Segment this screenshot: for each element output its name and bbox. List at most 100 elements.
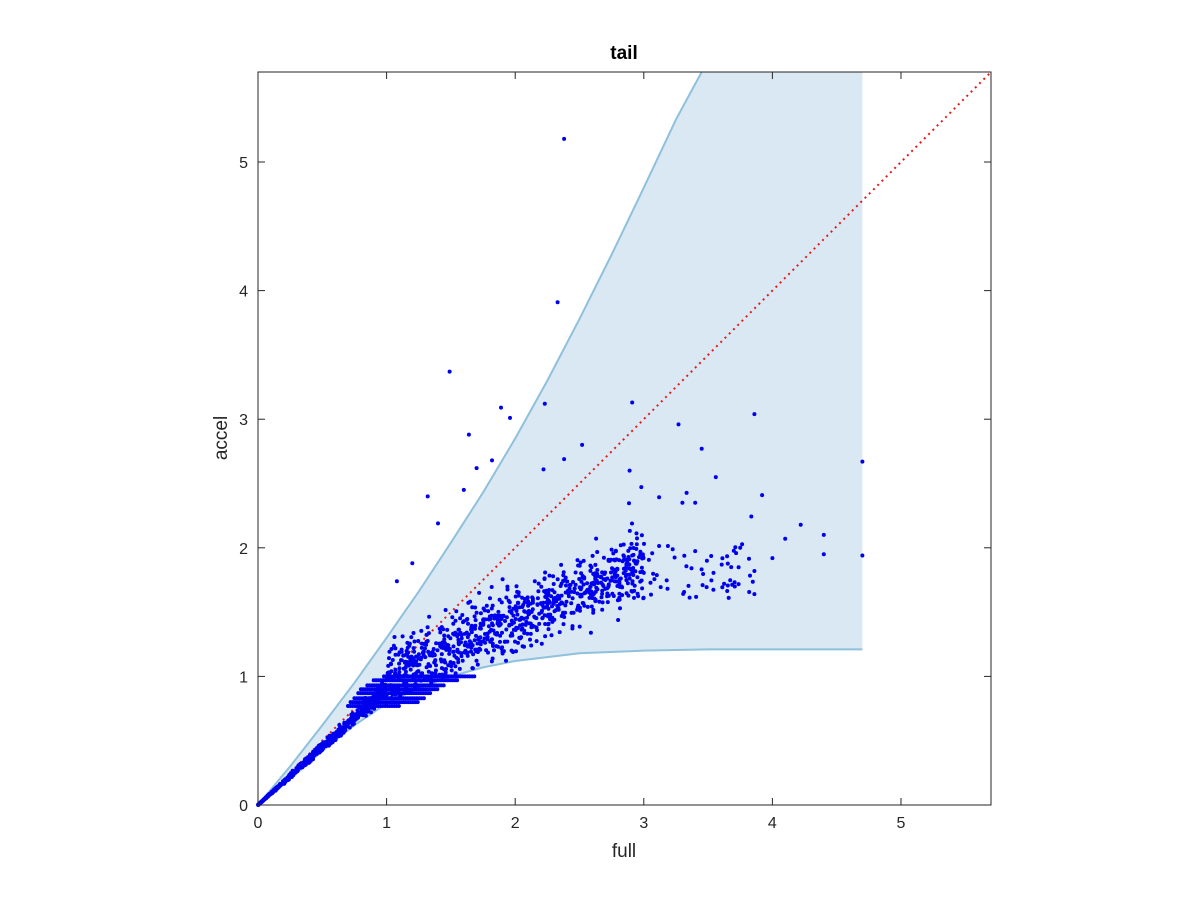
scatter-point (613, 558, 617, 563)
scatter-point (439, 625, 444, 630)
scatter-point (470, 666, 475, 671)
scatter-point (595, 568, 600, 572)
y-axis: 0 1 2 3 4 5 (239, 155, 991, 815)
scatter-point (269, 790, 274, 795)
scatter-point (503, 619, 507, 623)
scatter-point (485, 635, 490, 640)
scatter-point (747, 590, 752, 594)
scatter-point (445, 627, 450, 632)
scatter-point (339, 727, 344, 732)
scatter-point (590, 553, 595, 558)
scatter-point (621, 571, 626, 576)
scatter-point (588, 568, 593, 573)
scatter-point (525, 600, 530, 605)
scatter-point (504, 595, 509, 600)
scatter-point (573, 582, 578, 587)
scatter-point (632, 583, 637, 588)
scatter-point (577, 577, 582, 581)
scatter-point (577, 624, 582, 629)
scatter-point (549, 633, 554, 638)
scatter-point (405, 645, 410, 650)
scatter-point (455, 649, 460, 654)
scatter-point (725, 561, 730, 566)
scatter-point (599, 574, 604, 579)
scatter-point (593, 589, 598, 594)
scatter-point (327, 742, 332, 747)
scatter-point (403, 659, 408, 664)
scatter-point (629, 541, 634, 546)
scatter-point (576, 563, 581, 568)
scatter-point (701, 572, 706, 576)
scatter-point (288, 771, 293, 776)
scatter-point (752, 569, 757, 573)
scatter-point (424, 632, 429, 637)
scatter-point (576, 603, 581, 608)
scatter-point (411, 657, 416, 662)
scatter-point (493, 631, 498, 636)
scatter-point (514, 584, 519, 589)
scatter-point (393, 667, 398, 672)
scatter-point (648, 580, 653, 585)
scatter-point (597, 599, 602, 604)
scatter-point (672, 555, 677, 560)
scatter-point (733, 545, 738, 550)
scatter-point (525, 615, 529, 620)
scatter-point (474, 610, 479, 615)
scatter-point (532, 624, 537, 629)
scatter-point (551, 601, 556, 606)
scatter-point (489, 659, 494, 664)
scatter-point (713, 475, 718, 480)
scatter-point (680, 500, 685, 505)
scatter-point (635, 575, 640, 580)
scatter-point (557, 596, 562, 601)
scatter-point (279, 781, 284, 786)
scatter-point (630, 579, 635, 584)
x-tick-label: 0 (254, 815, 263, 832)
scatter-point (563, 603, 568, 608)
scatter-point (419, 641, 424, 646)
scatter-point (459, 640, 463, 645)
scatter-point (570, 596, 575, 601)
scatter-point (461, 487, 466, 492)
scatter-point (550, 619, 555, 624)
scatter-point (634, 546, 639, 551)
scatter-point (575, 607, 580, 612)
scatter-point (770, 556, 775, 561)
scatter-point (719, 562, 724, 567)
scatter-point (704, 585, 709, 590)
scatter-point (511, 613, 516, 618)
scatter-point (613, 574, 617, 579)
scatter-point (442, 641, 447, 645)
scatter-point (581, 558, 586, 563)
scatter-point (473, 647, 478, 652)
scatter-point (491, 628, 496, 633)
scatter-point (513, 628, 518, 632)
scatter-point (577, 585, 582, 590)
scatter-point (639, 565, 644, 570)
scatter-point (527, 621, 532, 626)
scatter-point (542, 577, 547, 581)
scatter-point (587, 588, 592, 593)
scatter-point (472, 614, 477, 619)
scatter-point (461, 620, 465, 625)
scatter-point (455, 678, 460, 683)
scatter-point (561, 573, 566, 578)
scatter-point (427, 614, 432, 619)
scatter-point (732, 580, 737, 585)
scatter-point (571, 610, 576, 615)
scatter-point (559, 593, 564, 598)
scatter-point (397, 661, 402, 666)
scatter-point (474, 633, 478, 638)
scatter-point (609, 570, 613, 575)
scatter-point (490, 458, 494, 463)
scatter-point (726, 595, 731, 600)
scatter-point (520, 644, 525, 649)
scatter-point (522, 597, 527, 601)
scatter-point (532, 579, 537, 584)
scatter-point (725, 583, 730, 588)
scatter-point (525, 631, 530, 636)
scatter-point (551, 574, 556, 579)
scatter-point (536, 581, 541, 586)
scatter-point (500, 645, 505, 650)
scatter-point (514, 649, 518, 654)
